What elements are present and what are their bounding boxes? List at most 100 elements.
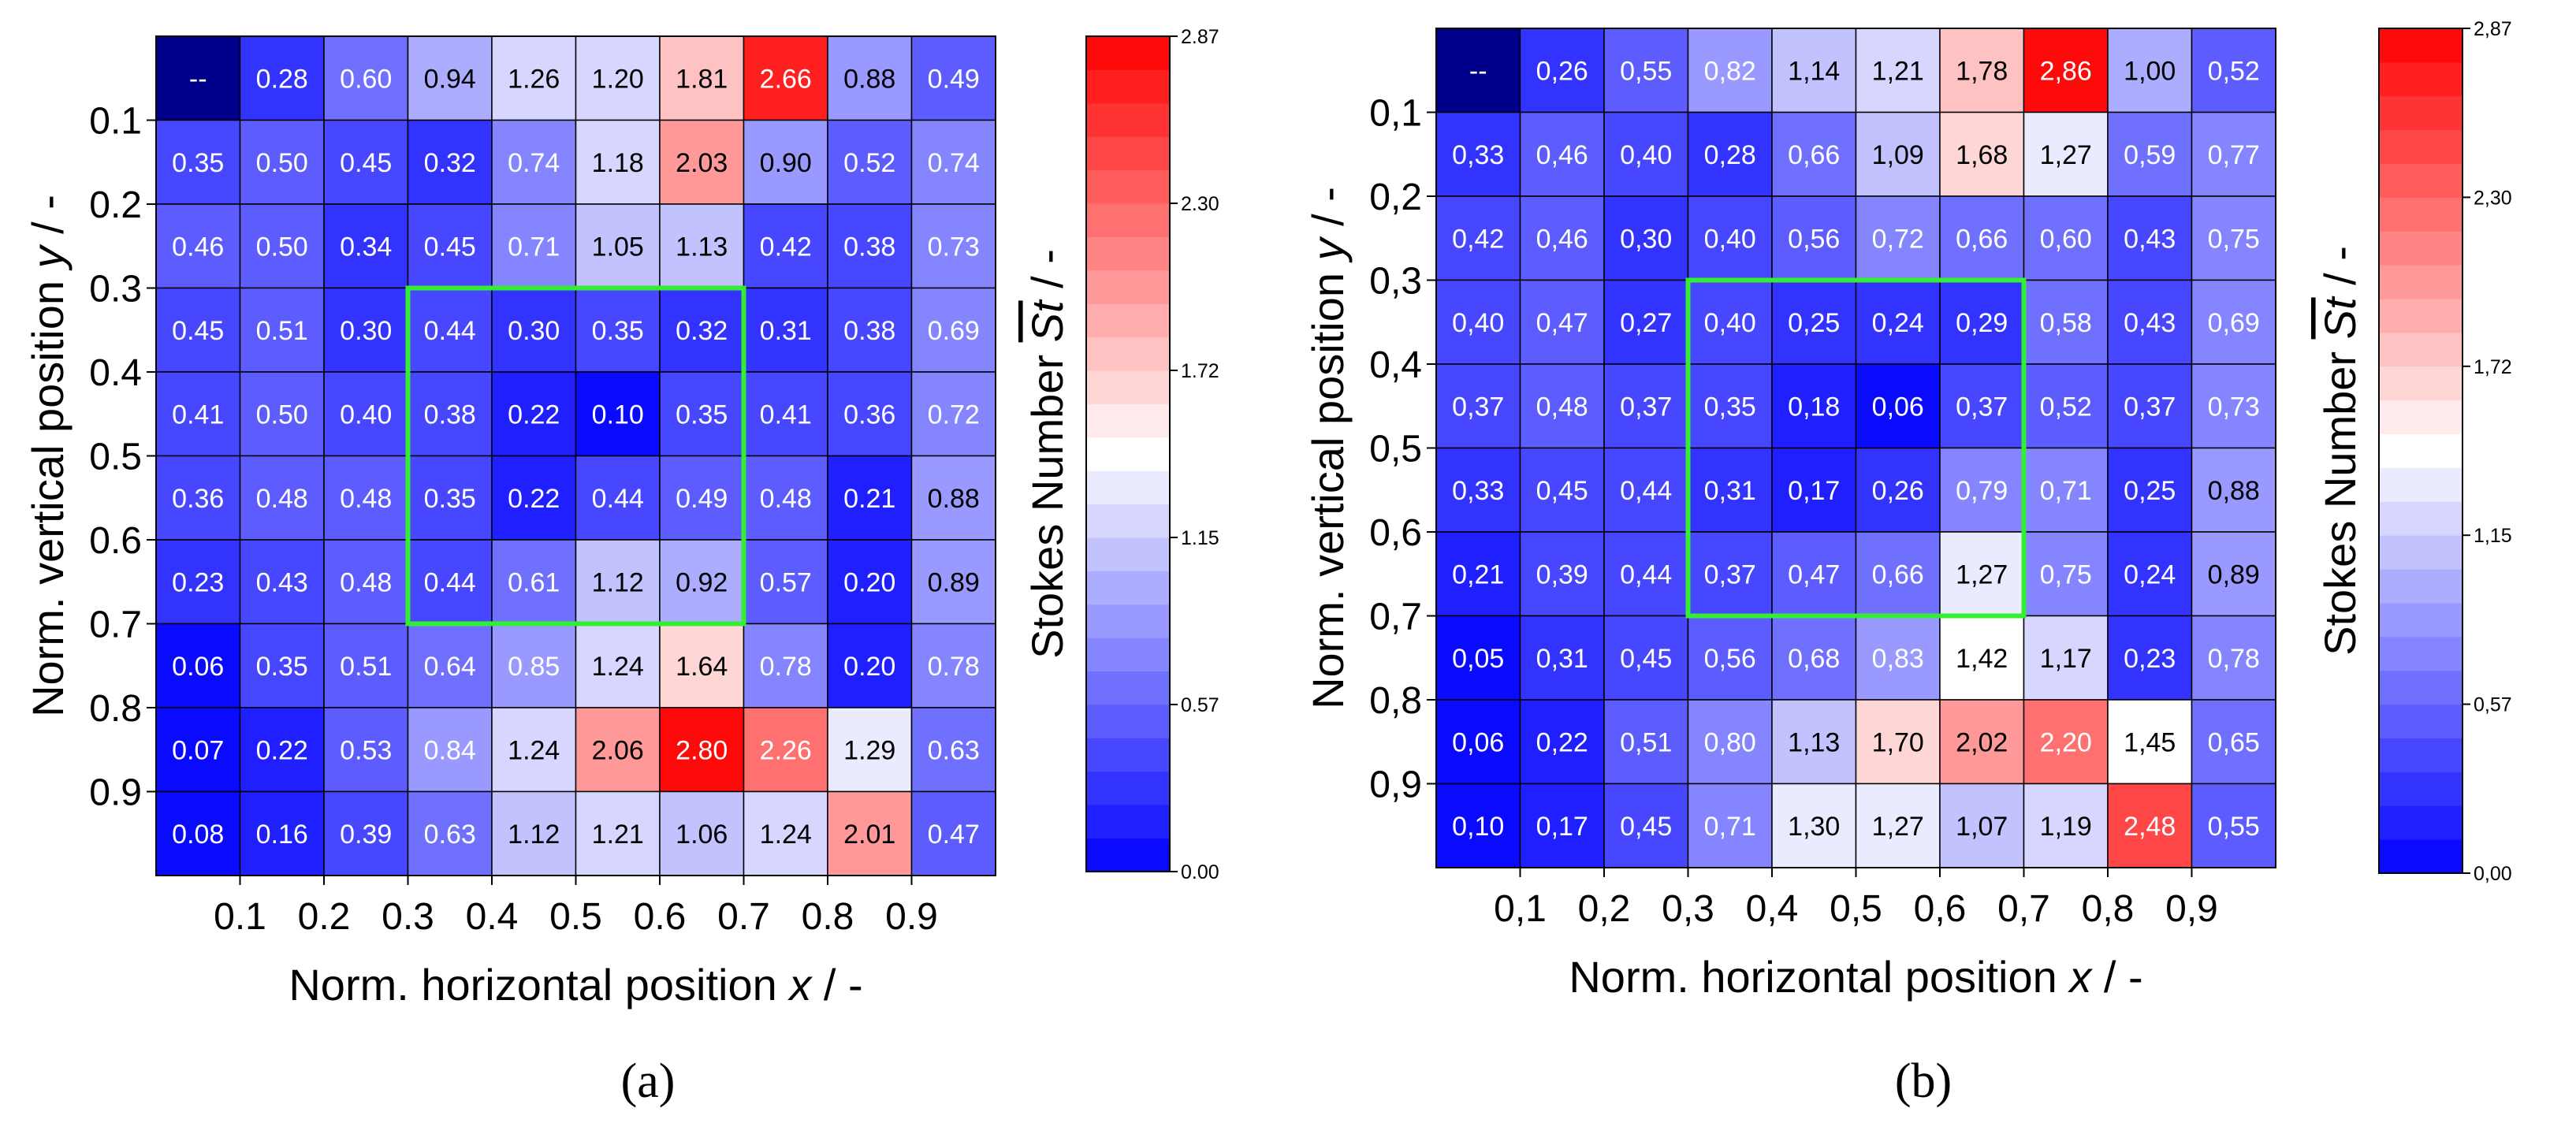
heatmap-cells — [1435, 28, 2276, 868]
cell-value-label: 0,82 — [1704, 56, 1756, 86]
colorbar-band — [1086, 370, 1170, 404]
x-axis-label-variable: x — [2067, 952, 2093, 1002]
cell-value-label: 0.46 — [172, 232, 224, 262]
colorbar-bands — [2379, 28, 2462, 874]
cell-value-label: 0.71 — [508, 232, 560, 262]
colorbar-band — [2379, 670, 2462, 705]
colorbar: 0.00 0.57 1.15 1.72 2.30 2.87 Stokes Number S… — [1022, 26, 1219, 883]
y-axis-label: Norm. vertical position y / - — [23, 195, 73, 717]
heatmap-cell — [491, 790, 577, 876]
cell-value-label: 0,30 — [1620, 224, 1672, 254]
heatmap-cell — [2023, 531, 2109, 617]
panel-label: (b) — [1895, 1054, 1952, 1108]
heatmap-cell — [1855, 111, 1941, 197]
cell-value-label: 2.66 — [760, 64, 812, 94]
colorbar-band — [1086, 705, 1170, 738]
y-axis-label: Norm. vertical position y / - — [1303, 187, 1353, 709]
colorbar-band — [2379, 366, 2462, 401]
heatmap-cell — [491, 371, 577, 457]
colorbar-band — [2379, 704, 2462, 738]
cell-value-label: 0.20 — [843, 567, 895, 597]
y-tick-label: 0,8 — [1369, 680, 1422, 722]
colorbar-band — [2379, 839, 2462, 874]
cell-value-label: 0,44 — [1620, 560, 1672, 589]
heatmap-cell — [407, 455, 493, 541]
colorbar-ticks: 0,00 0,57 1,15 1,72 2,30 2,87 — [2462, 18, 2512, 885]
heatmap-cell — [1687, 447, 1773, 533]
cell-value-label: 0,40 — [1704, 224, 1756, 254]
cell-value-label: 0.38 — [843, 316, 895, 346]
heatmap-cell — [2107, 279, 2193, 365]
heatmap-cell — [239, 790, 325, 876]
colorbar-band — [1086, 102, 1170, 137]
colorbar-tick-label: 2,87 — [2474, 18, 2512, 40]
cell-value-label: 0.36 — [172, 484, 224, 514]
colorbar-bands — [1086, 36, 1170, 872]
cell-value-label: 0.50 — [256, 232, 308, 262]
x-tick-label: 0,4 — [1746, 888, 1799, 930]
heatmap-cell — [910, 35, 996, 121]
heatmap-cell — [575, 287, 661, 373]
heatmap-cell — [910, 287, 996, 373]
cell-value-label: 1.06 — [676, 820, 728, 850]
cell-value-label: 0.21 — [843, 484, 895, 514]
colorbar-band — [2379, 163, 2462, 198]
heatmap-cell — [1939, 111, 2025, 197]
cell-value-label: 0,83 — [1872, 644, 1924, 674]
heatmap-cell — [1687, 531, 1773, 617]
cell-value-label: 0.42 — [760, 232, 812, 262]
colorbar-band — [1086, 403, 1170, 438]
cell-value-label: 0,46 — [1536, 140, 1588, 170]
cell-value-label: 1.12 — [592, 567, 644, 597]
cell-value-label: 0,88 — [2208, 476, 2260, 506]
cell-value-label: 0.88 — [843, 64, 895, 94]
colorbar-band — [2379, 569, 2462, 604]
colorbar-band — [2379, 738, 2462, 772]
x-axis-label-prefix: Norm. horizontal position — [288, 960, 789, 1009]
colorbar-band — [1086, 270, 1170, 304]
heatmap-cell — [1771, 279, 1857, 365]
x-tick-label: 0.5 — [549, 896, 602, 938]
panel-label: (a) — [621, 1054, 676, 1108]
colorbar-band — [2379, 400, 2462, 435]
cell-value-label: 1,13 — [1788, 727, 1840, 757]
cell-value-label: 0,37 — [2124, 392, 2176, 422]
colorbar-tick-label: 1.15 — [1181, 527, 1219, 549]
heatmap-cell — [1603, 447, 1689, 533]
y-tick-label: 0,3 — [1369, 261, 1422, 303]
cell-value-label: 0,26 — [1536, 56, 1588, 86]
heatmap-cell — [910, 539, 996, 625]
heatmap-cell — [575, 539, 661, 625]
y-tick-label: 0.2 — [89, 184, 142, 226]
heatmap-cell — [827, 119, 913, 205]
colorbar-band — [1086, 504, 1170, 538]
y-tick-label: 0.3 — [89, 269, 142, 310]
cell-value-label: 0.35 — [172, 148, 224, 178]
cell-value-label: 1.12 — [508, 820, 560, 850]
x-tick-label: 0.3 — [382, 896, 434, 938]
cell-value-label: 1.24 — [508, 735, 560, 765]
colorbar-band — [1086, 136, 1170, 171]
heatmap-cell — [1519, 447, 1605, 533]
cell-value-label: 0,42 — [1452, 224, 1504, 254]
heatmap-cell — [2107, 363, 2193, 449]
cell-value-label: 0,28 — [1704, 140, 1756, 170]
cell-value-labels: -- 0,26 0,55 0,82 1,14 1,21 1,78 2,86 1,00 0,52 0,… — [1452, 56, 2260, 842]
cell-value-label: 1.20 — [592, 64, 644, 94]
colorbar-label-prefix: Stokes Number — [2315, 339, 2365, 656]
cell-value-label: 0,27 — [1620, 308, 1672, 338]
cell-value-label: 2.80 — [676, 735, 728, 765]
cell-value-label: 0.43 — [256, 567, 308, 597]
colorbar-band — [1086, 604, 1170, 638]
x-tick-label: 0,5 — [1830, 888, 1882, 930]
colorbar-band — [2379, 636, 2462, 671]
colorbar-tick-label: 0,00 — [2474, 863, 2512, 885]
colorbar-band — [1086, 771, 1170, 805]
colorbar-band — [1086, 336, 1170, 371]
heatmap-cell — [239, 371, 325, 457]
x-tick-label: 0,9 — [2165, 888, 2218, 930]
heatmap-cell — [575, 119, 661, 205]
heatmap-cell — [1435, 447, 1521, 533]
heatmap-cell — [1519, 783, 1605, 868]
cell-value-label: 0,31 — [1536, 644, 1588, 674]
